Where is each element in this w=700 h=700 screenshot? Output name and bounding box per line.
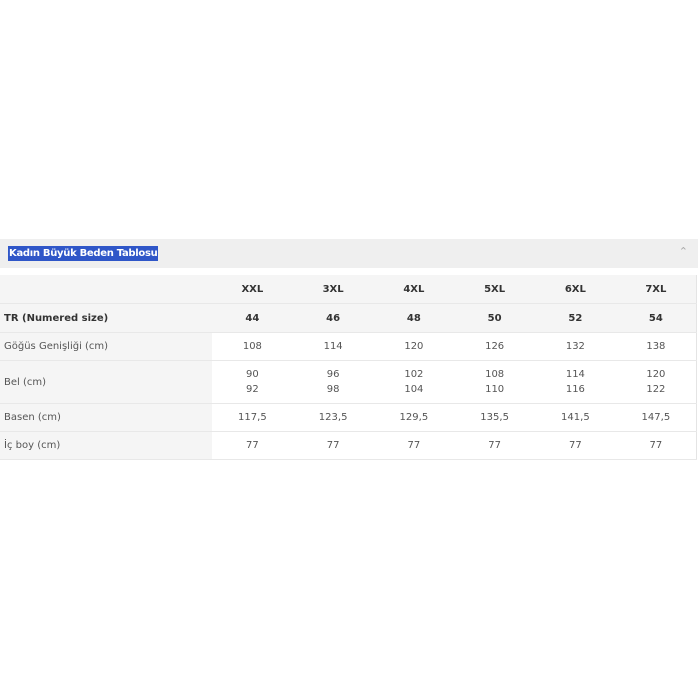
cell-value: 120 bbox=[646, 369, 666, 380]
cell-value: 110 bbox=[485, 384, 505, 395]
table-cell: 126 bbox=[454, 332, 535, 361]
table-cell: 77 bbox=[212, 431, 293, 460]
table-row: İç boy (cm) 77 77 77 77 77 77 bbox=[0, 431, 697, 460]
table-cell: 135,5 bbox=[454, 403, 535, 432]
header-row: XXL 3XL 4XL 5XL 6XL 7XL bbox=[0, 275, 697, 304]
size-table: XXL 3XL 4XL 5XL 6XL 7XL TR (Numered size) 44 46 4… bbox=[0, 275, 697, 460]
table-cell: 108 110 bbox=[454, 360, 535, 404]
table-cell: 48 bbox=[373, 303, 455, 333]
table-cell: 77 bbox=[373, 431, 455, 460]
table-cell: 117,5 bbox=[212, 403, 293, 432]
table-cell: 123,5 bbox=[292, 403, 374, 432]
table-cell: 46 bbox=[292, 303, 374, 333]
row-label: İç boy (cm) bbox=[0, 431, 212, 460]
table-cell: 102 104 bbox=[373, 360, 455, 404]
table-cell: 138 bbox=[615, 332, 697, 361]
row-label: Göğüs Genişliği (cm) bbox=[0, 332, 212, 361]
table-row: TR (Numered size) 44 46 48 50 52 54 bbox=[0, 303, 697, 333]
cell-value: 90 bbox=[246, 369, 259, 380]
table-cell: 96 98 bbox=[292, 360, 374, 404]
table-cell: 50 bbox=[454, 303, 535, 333]
table-cell: 77 bbox=[454, 431, 535, 460]
chevron-up-icon[interactable]: ⌃ bbox=[678, 245, 688, 258]
table-row: Basen (cm) 117,5 123,5 129,5 135,5 141,5 147,5 bbox=[0, 403, 697, 432]
cell-value: 116 bbox=[565, 384, 585, 395]
cell-value: 114 bbox=[565, 369, 585, 380]
table-cell: 120 122 bbox=[615, 360, 697, 404]
table-cell: 44 bbox=[212, 303, 293, 333]
row-label: Bel (cm) bbox=[0, 360, 212, 404]
table-cell: 90 92 bbox=[212, 360, 293, 404]
empty-header bbox=[0, 275, 212, 304]
table-cell: 54 bbox=[615, 303, 697, 333]
row-label: Basen (cm) bbox=[0, 403, 212, 432]
size-header: 7XL bbox=[615, 275, 697, 304]
table-cell: 108 bbox=[212, 332, 293, 361]
table-cell: 77 bbox=[535, 431, 616, 460]
table-cell: 77 bbox=[615, 431, 697, 460]
cell-value: 102 bbox=[404, 369, 424, 380]
size-header: 4XL bbox=[373, 275, 455, 304]
cell-value: 98 bbox=[326, 384, 340, 395]
table-cell: 52 bbox=[535, 303, 616, 333]
size-header: 3XL bbox=[292, 275, 374, 304]
table-cell: 141,5 bbox=[535, 403, 616, 432]
accordion-header[interactable]: Kadın Büyük Beden Tablosu ⌃ bbox=[0, 239, 698, 268]
table-cell: 132 bbox=[535, 332, 616, 361]
cell-value: 104 bbox=[404, 384, 424, 395]
size-header: XXL bbox=[212, 275, 293, 304]
table-cell: 114 bbox=[292, 332, 374, 361]
table-cell: 77 bbox=[292, 431, 374, 460]
cell-value: 108 bbox=[485, 369, 505, 380]
table-cell: 114 116 bbox=[535, 360, 616, 404]
table-cell: 147,5 bbox=[615, 403, 697, 432]
table-row: Bel (cm) 90 92 96 98 102 104 108 110 114 116 120 122 bbox=[0, 360, 697, 404]
accordion-title: Kadın Büyük Beden Tablosu bbox=[8, 246, 159, 261]
cell-value: 92 bbox=[246, 384, 259, 395]
row-label: TR (Numered size) bbox=[0, 303, 212, 333]
size-header: 5XL bbox=[454, 275, 535, 304]
table-cell: 129,5 bbox=[373, 403, 455, 432]
table-cell: 120 bbox=[373, 332, 455, 361]
cell-value: 122 bbox=[646, 384, 666, 395]
size-header: 6XL bbox=[535, 275, 616, 304]
cell-value: 96 bbox=[326, 369, 340, 380]
table-row: Göğüs Genişliği (cm) 108 114 120 126 132 138 bbox=[0, 332, 697, 361]
